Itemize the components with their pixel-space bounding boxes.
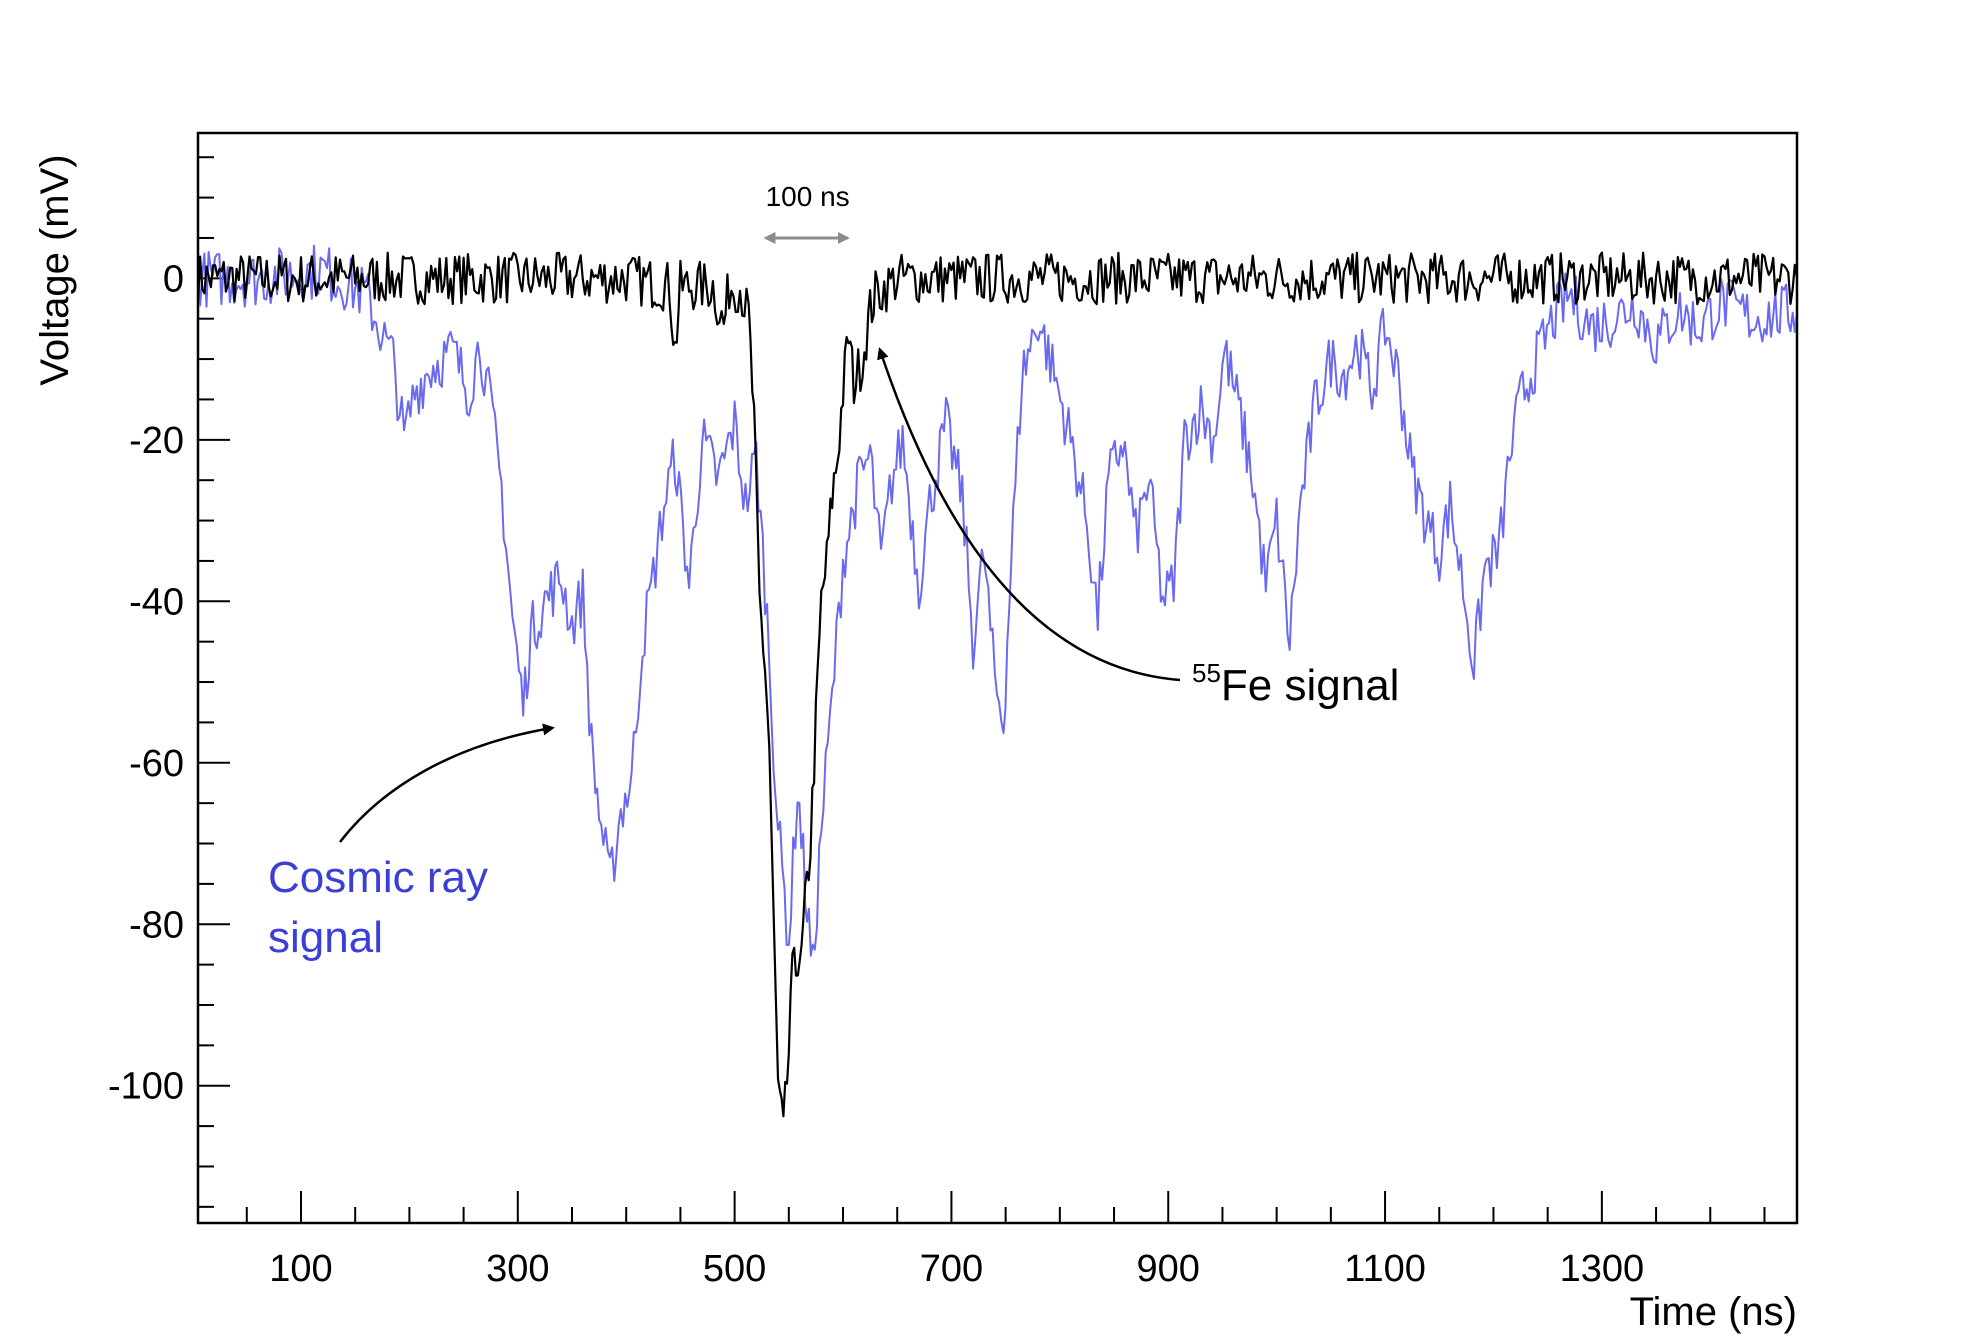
y-tick-label: -20 <box>129 420 184 462</box>
cosmic-annotation-label-line1: Cosmic ray <box>268 853 488 902</box>
fe55-superscript: 55 <box>1192 658 1221 688</box>
y-tick-labels: 0 -20 -40 -60 -80 -100 <box>108 258 184 1107</box>
series-line-cosmic-ray <box>199 244 1796 957</box>
y-tick-label: -40 <box>129 581 184 623</box>
plot-frame <box>196 131 1799 1225</box>
y-tick-label: -100 <box>108 1066 184 1108</box>
x-axis-label: Time (ns) <box>1630 1290 1797 1334</box>
cosmic-annotation-label-line2: signal <box>268 913 383 962</box>
cosmic-annotation-arrow <box>339 723 555 843</box>
x-tick-label: 1300 <box>1560 1248 1645 1290</box>
major-ticks <box>198 277 1603 1223</box>
minor-ticks <box>198 156 1766 1223</box>
series-line-fe55 <box>199 251 1796 1118</box>
x-tick-label: 900 <box>1137 1248 1200 1290</box>
fe55-label-text: Fe signal <box>1221 661 1400 710</box>
x-tick-label: 100 <box>269 1248 332 1290</box>
y-tick-label: -60 <box>129 743 184 785</box>
x-tick-label: 1100 <box>1344 1248 1426 1290</box>
y-tick-label: 0 <box>163 258 184 300</box>
duration-label: 100 ns <box>766 181 850 212</box>
x-tick-label: 300 <box>486 1248 549 1290</box>
fe55-annotation-arrow <box>877 347 1181 682</box>
x-tick-label: 500 <box>703 1248 766 1290</box>
y-tick-label: -80 <box>129 904 184 946</box>
x-tick-labels: 100 300 500 700 900 1100 1300 <box>269 1248 1644 1290</box>
y-axis-label: Voltage (mV) <box>33 154 77 385</box>
fe55-annotation-label: 55Fe signal <box>1192 658 1399 710</box>
x-tick-label: 700 <box>920 1248 983 1290</box>
